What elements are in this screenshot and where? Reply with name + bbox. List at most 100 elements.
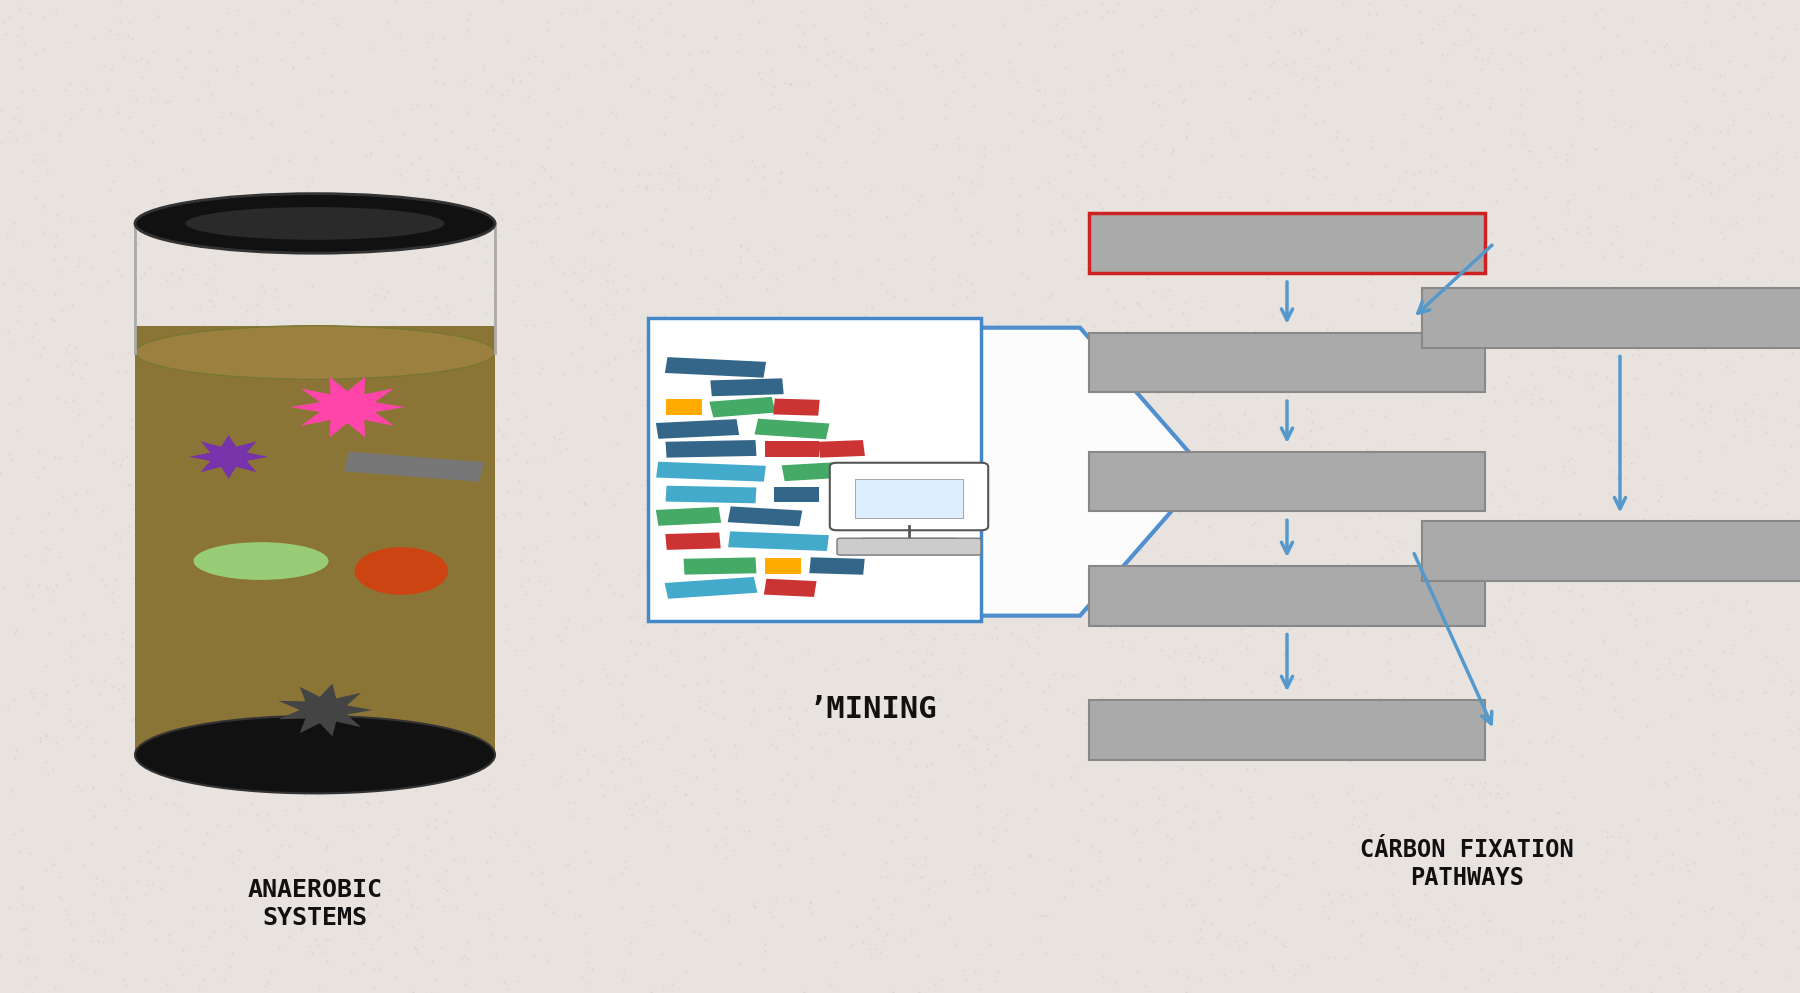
Point — [472, 254, 500, 270]
Point — [1224, 313, 1253, 329]
Point — [1553, 197, 1582, 213]
Point — [1040, 321, 1069, 337]
Point — [1255, 605, 1283, 621]
Point — [1728, 845, 1757, 861]
Point — [1233, 639, 1262, 655]
Point — [1431, 158, 1460, 174]
Point — [797, 768, 826, 783]
Point — [875, 523, 904, 539]
Point — [767, 376, 796, 392]
Point — [1447, 195, 1476, 211]
Point — [920, 976, 949, 992]
Point — [272, 802, 301, 818]
Point — [1517, 395, 1546, 411]
Point — [47, 187, 76, 203]
Point — [1057, 559, 1085, 575]
Point — [1679, 40, 1708, 56]
Point — [715, 907, 743, 922]
Point — [340, 186, 369, 202]
Point — [398, 773, 427, 788]
Point — [634, 83, 662, 99]
Point — [1285, 902, 1314, 918]
Point — [500, 438, 529, 454]
Point — [1737, 623, 1766, 638]
Point — [1305, 578, 1334, 594]
Point — [185, 467, 214, 483]
Point — [1157, 745, 1186, 761]
Point — [983, 554, 1012, 570]
Point — [1399, 426, 1427, 442]
Point — [909, 654, 938, 670]
Point — [1247, 860, 1276, 876]
Point — [923, 660, 952, 676]
Point — [1773, 709, 1800, 725]
Point — [1710, 439, 1739, 455]
Point — [1417, 71, 1445, 87]
Point — [95, 182, 124, 198]
Point — [452, 725, 481, 741]
Point — [139, 877, 167, 893]
Point — [1501, 965, 1530, 981]
Point — [810, 489, 839, 504]
Point — [200, 298, 229, 314]
Point — [1381, 730, 1409, 746]
Point — [1483, 786, 1512, 802]
Point — [1615, 546, 1643, 562]
Point — [1127, 440, 1156, 456]
Point — [1267, 935, 1296, 951]
Point — [1532, 873, 1561, 889]
Point — [484, 422, 513, 438]
Point — [805, 382, 833, 398]
Point — [900, 321, 929, 337]
Point — [1262, 879, 1291, 895]
Point — [20, 969, 49, 985]
Point — [729, 403, 758, 419]
Point — [122, 91, 151, 107]
Point — [149, 795, 178, 811]
Point — [1544, 363, 1573, 379]
Point — [1193, 208, 1222, 223]
Point — [1098, 4, 1127, 20]
Point — [176, 671, 205, 687]
Point — [697, 451, 725, 467]
Point — [1620, 611, 1649, 627]
Point — [1303, 230, 1332, 246]
Point — [958, 416, 986, 432]
Point — [1258, 124, 1287, 140]
Point — [738, 154, 767, 170]
Point — [313, 903, 342, 919]
Point — [1521, 380, 1550, 396]
Point — [1710, 69, 1739, 84]
Point — [1465, 775, 1494, 790]
Point — [473, 533, 502, 549]
Point — [500, 364, 529, 380]
Point — [527, 360, 556, 376]
Point — [1003, 511, 1031, 527]
Point — [1375, 855, 1404, 871]
Point — [571, 253, 599, 269]
Point — [1361, 725, 1390, 741]
Point — [988, 16, 1017, 32]
Point — [535, 952, 563, 968]
Point — [567, 969, 596, 985]
Point — [1724, 0, 1753, 11]
Point — [1406, 873, 1435, 889]
Point — [337, 471, 365, 487]
Point — [571, 297, 599, 313]
Point — [662, 468, 691, 484]
Point — [1091, 171, 1120, 187]
Point — [1321, 74, 1350, 90]
Point — [1204, 58, 1233, 73]
Point — [981, 973, 1010, 989]
Point — [1593, 307, 1622, 323]
Point — [844, 653, 873, 669]
Point — [1346, 927, 1375, 943]
Point — [400, 778, 428, 793]
Point — [18, 282, 47, 298]
Point — [128, 270, 157, 286]
Point — [319, 784, 347, 800]
Point — [1337, 914, 1366, 929]
Point — [1557, 615, 1586, 631]
Point — [571, 452, 599, 468]
Point — [403, 293, 432, 309]
